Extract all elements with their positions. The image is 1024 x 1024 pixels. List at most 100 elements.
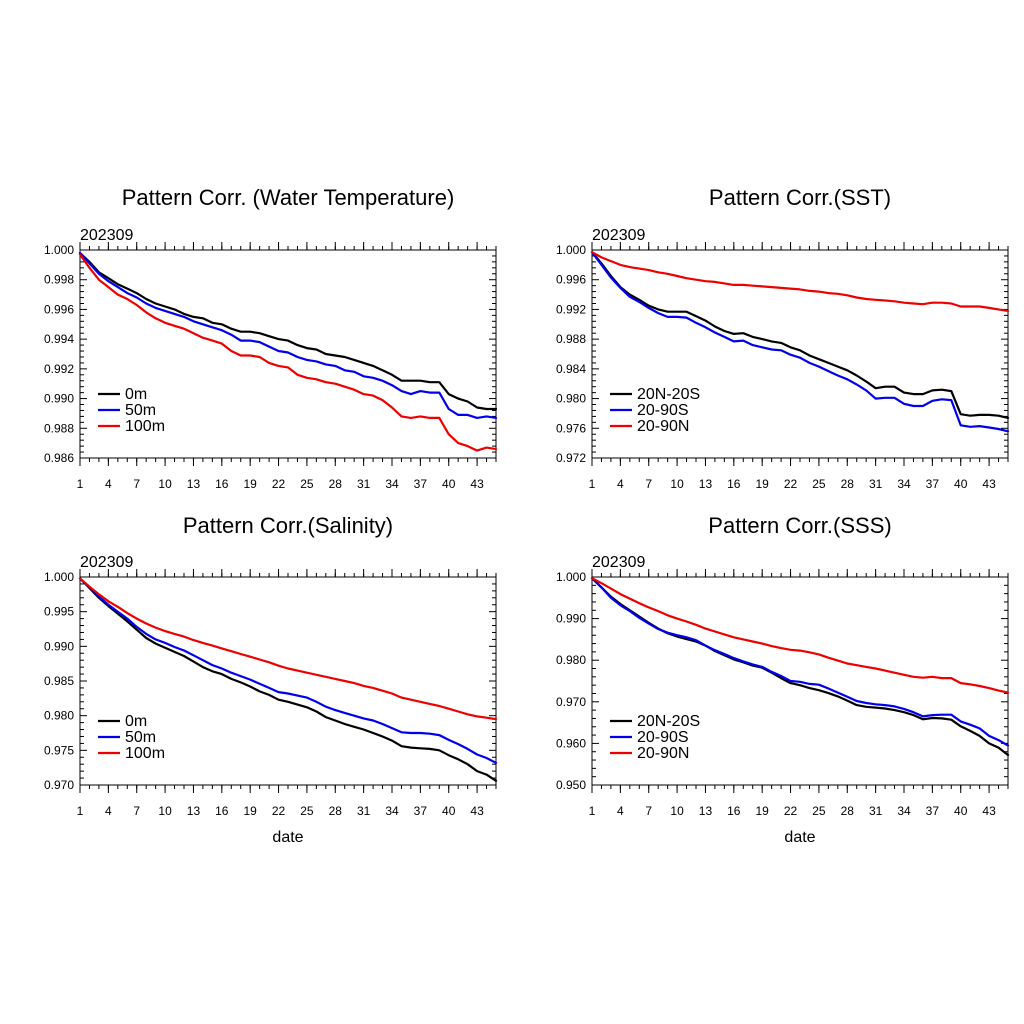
x-tick-label: 1 <box>589 477 596 491</box>
series-line-20-90n <box>590 251 1010 312</box>
x-tick-label: 10 <box>670 804 684 818</box>
x-tick-label: 34 <box>897 477 911 491</box>
y-tick-label: 0.992 <box>44 362 74 376</box>
x-tick-label: 1 <box>589 804 596 818</box>
x-tick-label: 28 <box>841 477 855 491</box>
x-tick-label: 28 <box>841 804 855 818</box>
series-line-50m <box>78 251 498 419</box>
x-tick-label: 37 <box>414 804 428 818</box>
x-tick-label: 34 <box>385 804 399 818</box>
x-tick-label: 40 <box>442 477 456 491</box>
x-tick-label: 16 <box>727 477 741 491</box>
y-tick-label: 0.980 <box>556 653 586 667</box>
y-tick-label: 0.985 <box>44 674 74 688</box>
y-tick-label: 1.000 <box>44 570 74 584</box>
legend-label: 50m <box>125 402 156 419</box>
series-line-50m <box>78 577 498 764</box>
x-tick-label: 43 <box>470 477 484 491</box>
y-tick-label: 0.975 <box>44 743 74 757</box>
y-tick-label: 0.995 <box>44 605 74 619</box>
x-tick-label: 1 <box>77 804 84 818</box>
x-tick-label: 25 <box>300 804 314 818</box>
x-tick-label: 37 <box>414 477 428 491</box>
y-tick-label: 0.970 <box>556 695 586 709</box>
x-tick-label: 19 <box>756 804 770 818</box>
panel-title: Pattern Corr.(Salinity) <box>183 513 393 538</box>
y-tick-label: 0.980 <box>556 392 586 406</box>
x-tick-label: 31 <box>357 804 371 818</box>
legend-label: 0m <box>125 713 147 730</box>
panel-salinity: Pattern Corr.(Salinity) 202309 date 1.00… <box>44 513 498 846</box>
y-tick-label: 0.980 <box>44 709 74 723</box>
x-tick-label: 10 <box>670 477 684 491</box>
legend-label: 20-90S <box>637 402 689 419</box>
legend-label: 0m <box>125 386 147 403</box>
x-tick-label: 31 <box>869 477 883 491</box>
y-tick-label: 0.950 <box>556 778 586 792</box>
panel-sss: Pattern Corr.(SSS) 202309 date 1.000 0.99… <box>556 513 1010 846</box>
x-tick-label: 25 <box>812 477 826 491</box>
y-tick-label: 0.990 <box>44 392 74 406</box>
y-tick-label: 0.986 <box>44 451 74 465</box>
legend-label: 20-90S <box>637 729 689 746</box>
legend-label: 20-90N <box>637 745 689 762</box>
legend-label: 100m <box>125 745 165 762</box>
y-tick-label: 0.970 <box>44 778 74 792</box>
series-line-0m <box>78 251 498 411</box>
x-tick-label: 43 <box>470 804 484 818</box>
x-tick-label: 28 <box>329 477 343 491</box>
series-line-20n-20s <box>590 251 1010 419</box>
legend-label: 20-90N <box>637 418 689 435</box>
y-tick-label: 0.976 <box>556 421 586 435</box>
x-tick-label: 16 <box>215 477 229 491</box>
x-tick-label: 7 <box>645 804 652 818</box>
x-tick-label: 25 <box>812 804 826 818</box>
series-line-100m <box>78 577 498 721</box>
x-tick-label: 19 <box>756 477 770 491</box>
x-tick-label: 43 <box>982 804 996 818</box>
y-tick-label: 0.960 <box>556 736 586 750</box>
x-tick-label: 43 <box>982 477 996 491</box>
x-tick-label: 22 <box>784 477 798 491</box>
x-tick-label: 40 <box>954 477 968 491</box>
legend-label: 100m <box>125 418 165 435</box>
x-tick-label: 7 <box>645 477 652 491</box>
y-tick-label: 0.992 <box>556 302 586 316</box>
y-tick-label: 1.000 <box>44 243 74 257</box>
x-tick-label: 31 <box>357 477 371 491</box>
x-tick-label: 28 <box>329 804 343 818</box>
x-tick-label: 40 <box>954 804 968 818</box>
series-line-20-90s <box>590 577 1010 747</box>
x-tick-label: 4 <box>617 477 624 491</box>
x-tick-label: 25 <box>300 477 314 491</box>
x-tick-label: 19 <box>244 477 258 491</box>
legend-label: 20N-20S <box>637 386 700 403</box>
series-line-0m <box>78 577 498 782</box>
y-tick-label: 0.972 <box>556 451 586 465</box>
x-tick-label: 10 <box>158 477 172 491</box>
y-tick-label: 0.988 <box>44 421 74 435</box>
x-tick-label: 34 <box>385 477 399 491</box>
x-tick-label: 1 <box>77 477 84 491</box>
x-tick-label: 7 <box>133 477 140 491</box>
legend-label: 50m <box>125 729 156 746</box>
x-tick-label: 16 <box>215 804 229 818</box>
panel-title: Pattern Corr.(SSS) <box>708 513 891 538</box>
x-tick-label: 34 <box>897 804 911 818</box>
x-tick-label: 22 <box>272 477 286 491</box>
x-tick-label: 13 <box>699 477 713 491</box>
x-tick-label: 22 <box>272 804 286 818</box>
legend-label: 20N-20S <box>637 713 700 730</box>
x-axis-label: date <box>272 829 303 846</box>
y-tick-label: 0.990 <box>44 639 74 653</box>
y-tick-label: 0.996 <box>556 273 586 287</box>
x-tick-label: 4 <box>617 804 624 818</box>
y-tick-label: 0.996 <box>44 302 74 316</box>
panel-title: Pattern Corr. (Water Temperature) <box>122 185 455 210</box>
y-tick-label: 0.994 <box>44 332 74 346</box>
y-tick-label: 1.000 <box>556 243 586 257</box>
series-line-20-90s <box>590 251 1010 433</box>
x-tick-label: 31 <box>869 804 883 818</box>
panel-subtitle: 202309 <box>80 227 133 244</box>
